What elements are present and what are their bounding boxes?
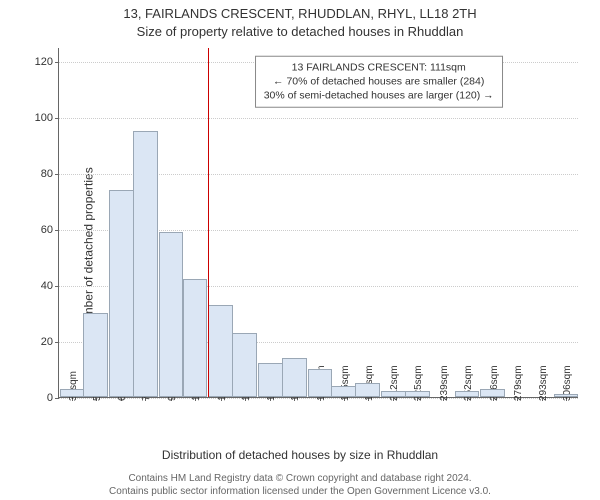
histogram-bar [405,391,430,397]
chart-title-line2: Size of property relative to detached ho… [0,24,600,39]
marker-line [208,48,209,397]
ytick-label: 40 [41,280,59,292]
histogram-bar [183,279,208,397]
histogram-bar [381,391,406,397]
ytick-label: 0 [47,392,59,404]
chart-container: 13, FAIRLANDS CRESCENT, RHUDDLAN, RHYL, … [0,0,600,500]
xtick-label: 293sqm [538,365,549,401]
histogram-bar [109,190,134,397]
plot-area: 02040608010012037sqm50sqm64sqm77sqm91sqm… [58,48,578,398]
ytick-label: 80 [41,168,59,180]
x-axis-label: Distribution of detached houses by size … [0,448,600,462]
histogram-bar [258,363,283,397]
histogram-bar [331,386,356,397]
histogram-bar [60,389,85,397]
histogram-bar [159,232,184,397]
histogram-bar [308,369,333,397]
histogram-bar [355,383,380,397]
chart-title-line1: 13, FAIRLANDS CRESCENT, RHUDDLAN, RHYL, … [0,6,600,21]
histogram-bar [133,131,158,397]
annotation-line2: ← 70% of detached houses are smaller (28… [264,75,494,89]
ytick-label: 120 [35,56,59,68]
histogram-bar [455,391,480,397]
xtick-label: 239sqm [439,365,450,401]
ytick-label: 20 [41,336,59,348]
footer-line2: Contains public sector information licen… [0,485,600,498]
ytick-label: 100 [35,112,59,124]
histogram-bar [208,305,233,397]
histogram-bar [480,389,505,397]
ytick-label: 60 [41,224,59,236]
chart-footer: Contains HM Land Registry data © Crown c… [0,472,600,498]
annotation-line3: 30% of semi-detached houses are larger (… [264,89,494,103]
histogram-bar [83,313,108,397]
histogram-bar [232,333,257,397]
histogram-bar [282,358,307,397]
gridline [59,118,578,119]
annotation-box: 13 FAIRLANDS CRESCENT: 111sqm ← 70% of d… [255,55,503,108]
annotation-line1: 13 FAIRLANDS CRESCENT: 111sqm [264,60,494,74]
xtick-label: 279sqm [513,365,524,401]
footer-line1: Contains HM Land Registry data © Crown c… [0,472,600,485]
histogram-bar [554,394,579,397]
